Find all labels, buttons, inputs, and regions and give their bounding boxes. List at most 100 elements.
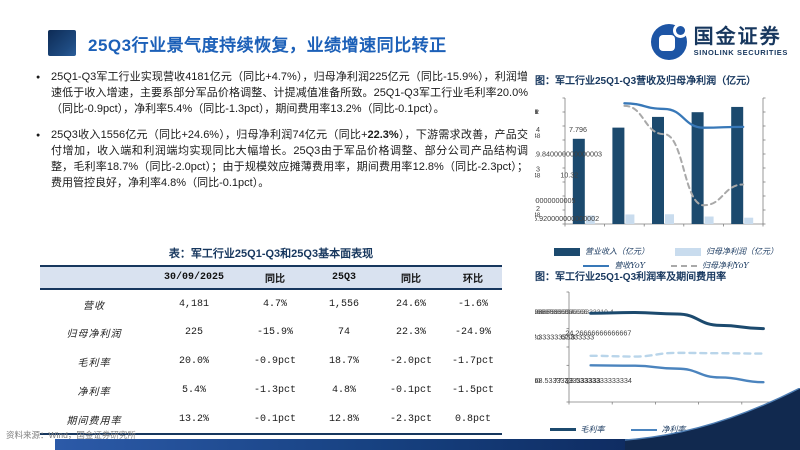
row-label-cell: 归母净利润 <box>66 329 122 340</box>
bullet-q3-performance: 25Q3收入1556亿元（同比+24.6%），归母净利润74亿元（同比+22.3… <box>36 128 528 192</box>
value-cell: 20.0% <box>178 356 209 367</box>
table-row: 期间费用率 13.2% -0.1pct 12.8% -2.3pct 0.8pct <box>40 405 502 434</box>
chart1-canvas: 12.426.440.454.468.482.496.4110.4124.413… <box>456 97 800 322</box>
row-label-cell: 期间费用率 <box>66 415 122 427</box>
value-cell: 18.7% <box>328 356 359 367</box>
row-label-cell: 净利率 <box>77 387 111 398</box>
table-header-cell: 25Q3 <box>331 272 356 283</box>
table-header-cell <box>40 266 148 289</box>
svg-text:28.73333333333333: 28.73333333333333 <box>538 309 601 316</box>
value-cell: 225 <box>184 327 203 338</box>
value-cell: -15.9% <box>256 327 293 338</box>
row-label-cell: 毛利率 <box>77 358 111 369</box>
svg-text:10.32: 10.32 <box>560 170 578 179</box>
svg-text:148: 148 <box>535 212 541 219</box>
logo-text: 国金证券 SINOLINK SECURITIES <box>693 26 788 58</box>
value-cell: -1.6% <box>457 298 488 310</box>
table-row: 净利率 5.4% -1.3pct 4.8% -0.1pct -1.5pct <box>40 376 502 405</box>
legend-bar-swatch <box>554 247 580 256</box>
svg-text:77.7: 77.7 <box>554 376 568 385</box>
legend-line-swatch <box>549 428 576 431</box>
svg-text:15.920000000000002: 15.920000000000002 <box>535 214 599 223</box>
value-cell: 5.4% <box>181 385 206 396</box>
value-cell: -0.9pct <box>253 356 296 367</box>
svg-text:68.53333333333333: 68.53333333333333 <box>535 376 600 385</box>
svg-text:130: 130 <box>535 335 541 342</box>
legend-item: 营收YoY <box>583 260 645 271</box>
legend-label: 净利率 <box>661 425 686 434</box>
svg-text:65.4: 65.4 <box>561 309 574 316</box>
summary-bullets: 25Q1-Q3军工行业实现营收4181亿元（同比+4.7%），归母净利润225亿… <box>36 70 528 202</box>
value-cell: 13.2% <box>178 413 209 425</box>
legend-label: 归母净利YoY <box>702 261 749 270</box>
logo-name-cn: 国金证券 <box>693 26 782 48</box>
legend-line-swatch <box>630 428 657 431</box>
legend-label: 营业收入（亿元） <box>585 247 649 256</box>
legend-item: 净利率 <box>630 424 686 435</box>
legend-label: 归母净利润（亿元） <box>706 247 778 256</box>
table-row: 归母净利润 225 -15.9% 74 22.3% -24.9% <box>40 318 502 347</box>
chart1-title: 图：军工行业25Q1-Q3营收及归母净利润（亿元） <box>535 76 757 87</box>
legend-bar-swatch <box>675 247 701 256</box>
value-cell: -24.9% <box>454 327 491 338</box>
bottom-bar <box>55 439 800 450</box>
legend-label: 毛利率 <box>580 425 605 434</box>
sinolink-logo-icon <box>650 23 688 60</box>
page-title: 25Q3行业景气度持续恢复，业绩增速同比转正 <box>88 36 447 55</box>
table-header-cell: 同比 <box>265 274 285 286</box>
legend-item: 营业收入（亿元） <box>554 246 649 257</box>
value-cell: 1,556 <box>328 298 359 310</box>
value-cell: -2.0pct <box>389 356 432 367</box>
svg-text:102.06666666666668: 102.06666666666668 <box>535 309 548 316</box>
table-head: 30/09/2025 同比 25Q3 同比 环比 <box>40 266 502 289</box>
svg-text:42.120000000000005: 42.120000000000005 <box>535 196 575 205</box>
chart2-title: 图：军工行业25Q1-Q3利润率及期间费用率 <box>535 272 727 283</box>
table-row: 毛利率 20.0% -0.9pct 18.7% -2.0pct -1.7pct <box>40 347 502 376</box>
svg-text:47.796: 47.796 <box>536 125 587 134</box>
svg-text:77.33333333333333: 77.33333333333333 <box>535 333 594 342</box>
legend-label: 营收YoY <box>614 261 645 270</box>
value-cell: 24.6% <box>395 298 426 310</box>
bullet-text: 25Q3收入1556亿元（同比+24.6%），归母净利润74亿元（同比+ <box>51 128 368 141</box>
fundamentals-table: 30/09/2025 同比 25Q3 同比 环比 营收 4,181 4.7% 1,556 24.… <box>40 265 502 435</box>
value-cell: 0.8pct <box>454 413 491 425</box>
bullet-ytd-performance: 25Q1-Q3军工行业实现营收4181亿元（同比+4.7%），归母净利润225亿… <box>36 70 528 118</box>
logo-name-en: SINOLINK SECURITIES <box>693 48 788 57</box>
value-cell: -2.3pct <box>389 413 432 425</box>
bullet-text: 25Q1-Q3军工行业实现营收4181亿元（同比+4.7%），归母净利润225亿… <box>51 71 528 115</box>
legend-item: 毛利率 <box>549 424 605 435</box>
value-cell: 74 <box>337 327 350 338</box>
legend-item: 归母净利润（亿元） <box>675 246 778 257</box>
table-row: 营收 4,181 4.7% 1,556 24.6% -1.6% <box>40 289 502 318</box>
bottom-wave-decoration <box>625 388 800 450</box>
source-note: 资料来源：Wind，国金证券研究所 <box>6 430 136 440</box>
value-cell: -1.3pct <box>253 385 296 396</box>
table-header-cell: 30/09/2025 <box>163 272 224 283</box>
table-header-cell: 环比 <box>463 274 483 286</box>
value-cell: 12.8% <box>328 413 359 425</box>
bullet-text: ），下游需求改善，产品交付增加，收入端和利润端均实现同比大幅增长。25Q3由于军… <box>51 128 529 189</box>
value-cell: 4.7% <box>262 298 287 310</box>
value-cell: -0.1pct <box>389 385 432 396</box>
svg-text:148: 148 <box>535 172 541 179</box>
sinolink-logo: 国金证券 SINOLINK SECURITIES <box>650 23 788 60</box>
svg-text:24.26666666666667: 24.26666666666667 <box>565 329 631 338</box>
svg-text:23.53333333333334: 23.53333333333334 <box>566 376 632 385</box>
value-cell: -0.1pct <box>253 413 296 425</box>
value-cell: -1.7pct <box>451 356 494 367</box>
bullet-bold-value: 22.3% <box>367 128 399 141</box>
svg-text:148: 148 <box>535 133 541 140</box>
legend-item: 归母净利YoY <box>671 260 749 271</box>
table-header-cell: 同比 <box>401 274 421 286</box>
row-label-cell: 营收 <box>83 300 105 312</box>
value-cell: 22.3% <box>395 327 426 338</box>
revenue-profit-chart: 图：军工行业25Q1-Q3营收及归母净利润（亿元） 12.426.440.454… <box>456 72 800 322</box>
table-body: 营收 4,181 4.7% 1,556 24.6% -1.6% 归母净利润 225 -15.9%… <box>40 289 502 434</box>
svg-text:67.8: 67.8 <box>561 333 575 342</box>
table-title: 表：军工行业25Q1-Q3和25Q3基本面表现 <box>168 248 374 260</box>
svg-text:130: 130 <box>535 378 541 385</box>
legend-line-swatch <box>583 264 610 267</box>
title-accent-square <box>48 30 76 56</box>
value-cell: 4.8% <box>331 385 356 396</box>
